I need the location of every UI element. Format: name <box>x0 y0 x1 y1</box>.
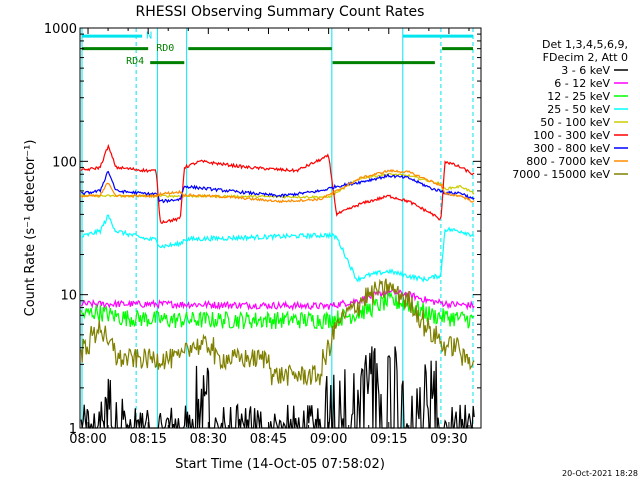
legend-label: 12 - 25 keV <box>547 90 610 103</box>
flag-label: RD4 <box>126 56 144 67</box>
x-tick-label: 08:45 <box>250 432 287 447</box>
series-line <box>80 288 475 312</box>
legend: Det 1,3,4,5,6,9,FDecim 2, Att 03 - 6 keV… <box>512 38 628 181</box>
legend-header: FDecim 2, Att 0 <box>543 51 628 64</box>
series-line <box>80 168 475 204</box>
legend-label: 100 - 300 keV <box>533 129 610 142</box>
footer-timestamp: 20-Oct-2021 18:28 <box>562 469 638 478</box>
x-tick-label: 09:30 <box>430 432 467 447</box>
legend-label: 300 - 800 keV <box>533 142 610 155</box>
series-line <box>80 291 475 330</box>
y-tick-label: 1 <box>69 422 77 437</box>
x-tick-label: 08:00 <box>69 432 106 447</box>
flag-label: N <box>146 30 152 41</box>
series-line <box>80 143 475 224</box>
legend-label: 800 - 7000 keV <box>526 155 610 168</box>
data-series <box>80 143 475 430</box>
x-tick-label: 08:30 <box>190 432 227 447</box>
legend-label: 6 - 12 keV <box>554 77 610 90</box>
flag-bars: N RD0 RD4 <box>82 30 473 67</box>
x-tick-label: 09:15 <box>370 432 407 447</box>
legend-label: 50 - 100 keV <box>540 116 610 129</box>
series-line <box>81 172 475 200</box>
legend-label: 7000 - 15000 keV <box>512 168 610 181</box>
y-axis-label: Count Rate (s⁻¹ detector⁻¹) <box>23 140 38 317</box>
legend-label: 25 - 50 keV <box>547 103 610 116</box>
chart-title: RHESSI Observing Summary Count Rates <box>136 4 425 20</box>
series-line <box>80 278 475 387</box>
axis-ticks: 08:00 08:15 08:30 08:45 09:00 09:15 09:30 1 10 10… <box>44 22 481 447</box>
y-tick-label: 1000 <box>44 22 77 37</box>
vertical-markers <box>81 28 474 428</box>
legend-header: Det 1,3,4,5,6,9, <box>542 38 628 51</box>
plot-frame <box>79 27 482 429</box>
series-line <box>81 170 475 204</box>
y-tick-label: 10 <box>60 289 77 304</box>
y-tick-label: 100 <box>52 155 77 170</box>
series-line <box>81 214 475 283</box>
legend-label: 3 - 6 keV <box>561 64 610 77</box>
flag-label: RD0 <box>156 43 174 54</box>
x-tick-label: 08:15 <box>129 432 166 447</box>
x-axis-label: Start Time (14-Oct-05 07:58:02) <box>175 457 385 472</box>
x-tick-label: 09:00 <box>310 432 347 447</box>
